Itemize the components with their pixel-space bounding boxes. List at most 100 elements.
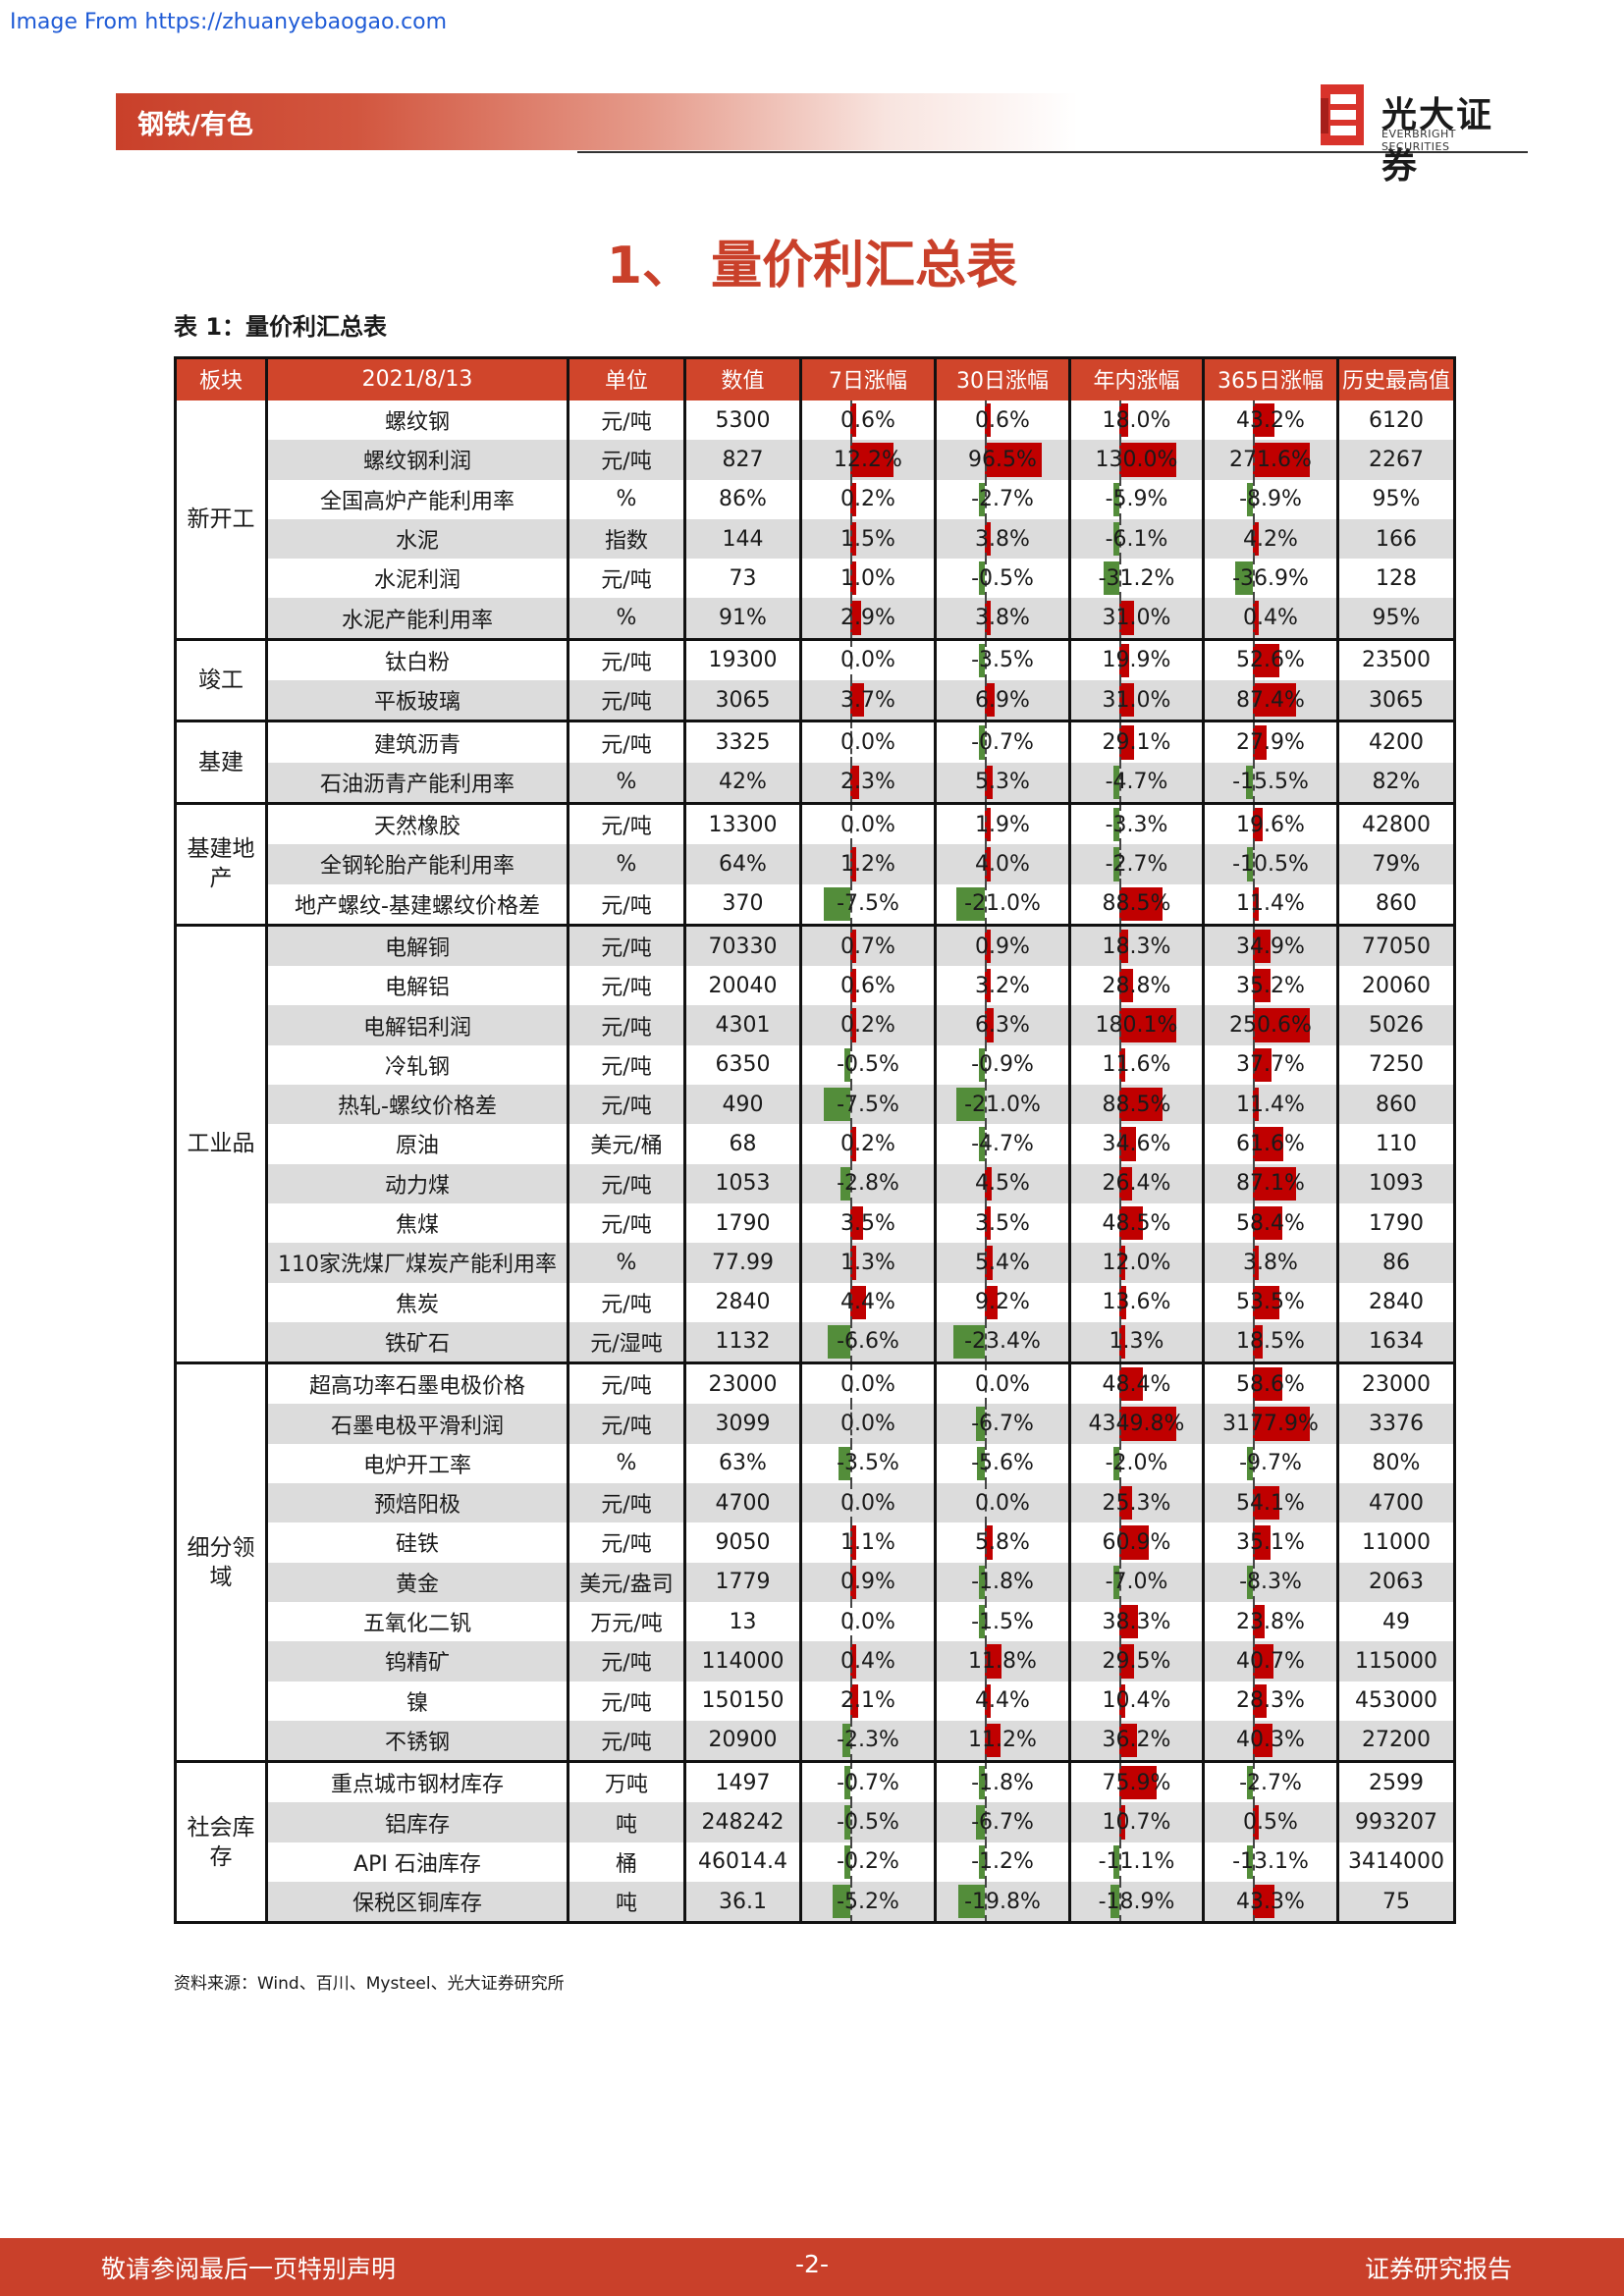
positive-change-bar	[1118, 1047, 1125, 1083]
historical-high-cell: 95%	[1336, 479, 1456, 519]
change-30d-cell: -1.5%	[934, 1601, 1071, 1642]
change-percent: 4.5%	[975, 1171, 1030, 1197]
historical-high-cell: 128	[1336, 559, 1456, 599]
change-30d-cell: 11.2%	[934, 1720, 1071, 1764]
header-value: 数值	[683, 356, 802, 400]
change-365d-cell: 87.1%	[1202, 1163, 1339, 1203]
negative-change-bar	[842, 1723, 851, 1758]
zero-axis-line	[850, 1522, 853, 1563]
zero-axis-line	[850, 926, 853, 967]
change-percent: 3.5%	[975, 1210, 1030, 1236]
positive-change-bar	[1118, 1805, 1125, 1840]
positive-change-bar	[1253, 683, 1296, 718]
value-cell: 4700	[683, 1483, 802, 1523]
header-date: 2021/8/13	[265, 356, 569, 400]
unit-cell: %	[567, 479, 686, 519]
zero-axis-line	[850, 640, 853, 681]
table-row: 水泥 指数 144 1.5% 3.8% -6.1% 4.2% 166	[176, 518, 1456, 560]
positive-change-bar	[1118, 1088, 1164, 1122]
change-30d-cell: -23.4%	[934, 1321, 1071, 1365]
zero-axis-line	[1118, 1522, 1121, 1563]
positive-change-bar	[1118, 643, 1129, 678]
change-percent: -21.0%	[964, 1092, 1041, 1117]
positive-change-bar	[1253, 969, 1271, 1003]
value-cell: 91%	[683, 598, 802, 641]
change-365d-cell: 34.9%	[1202, 925, 1339, 967]
change-ytd-cell: 29.1%	[1068, 721, 1205, 763]
positive-change-bar	[1253, 725, 1268, 760]
table-row: 焦炭 元/吨 2840 4.4% 9.2% 13.6% 53.5% 2840	[176, 1282, 1456, 1322]
positive-change-bar	[850, 1127, 857, 1161]
positive-change-bar	[985, 847, 992, 881]
table-row: 石油沥青产能利用率% 42% 2.3% 5.3% -4.7% -15.5% 82%	[176, 762, 1456, 805]
change-7d-cell: 2.3%	[799, 762, 937, 805]
zero-axis-line	[1253, 1243, 1256, 1283]
change-percent: 0.2%	[840, 1131, 895, 1156]
zero-axis-line	[1253, 966, 1256, 1006]
change-percent: 38.3%	[1102, 1609, 1171, 1634]
unit-cell: 元/吨	[567, 803, 686, 845]
change-percent: 0.0%	[840, 1412, 895, 1437]
positive-change-bar	[985, 1683, 992, 1718]
unit-cell: 指数	[567, 518, 686, 560]
change-7d-cell: -7.5%	[799, 1085, 937, 1125]
logo-cn-text: 光大证券	[1381, 95, 1494, 187]
unit-cell: 元/吨	[567, 1044, 686, 1086]
change-ytd-cell: -2.0%	[1068, 1443, 1205, 1484]
zero-axis-line	[985, 1720, 988, 1759]
table-row: 石墨电极平滑利润 元/吨 3099 0.0% -6.7% 4349.8% 3177.9% 33…	[176, 1404, 1456, 1444]
positive-change-bar	[1118, 886, 1164, 921]
change-percent: 250.6%	[1229, 1013, 1312, 1039]
positive-change-bar	[850, 1525, 857, 1560]
change-percent: 19.6%	[1236, 812, 1305, 837]
historical-high-cell: 79%	[1336, 844, 1456, 884]
change-percent: 31.0%	[1102, 687, 1171, 713]
change-365d-cell: 35.2%	[1202, 966, 1339, 1006]
unit-cell: %	[567, 1443, 686, 1484]
zero-axis-line	[985, 1005, 988, 1045]
change-percent: 0.6%	[840, 973, 895, 998]
positive-change-bar	[985, 443, 1043, 477]
table-row: 基建 建筑沥青 元/吨 3325 0.0% -0.7% 29.1% 27.9% 4200	[174, 721, 1456, 805]
change-365d-cell: -2.7%	[1202, 1761, 1339, 1803]
change-7d-cell: 0.0%	[799, 721, 937, 763]
table-caption: 表 1：量价利汇总表	[174, 313, 388, 341]
positive-change-bar	[1253, 1127, 1284, 1161]
positive-change-bar	[850, 403, 857, 438]
zero-axis-line	[1253, 1202, 1256, 1244]
change-7d-cell: 0.0%	[799, 803, 937, 845]
item-name-cell: 焦煤	[265, 1202, 569, 1244]
change-percent: 12.2%	[834, 447, 902, 472]
unit-cell: 元/吨	[567, 1404, 686, 1444]
change-365d-cell: 58.4%	[1202, 1202, 1339, 1244]
item-name-cell: 地产螺纹-基建螺纹价格差	[265, 883, 569, 927]
change-percent: -5.9%	[1105, 487, 1168, 512]
positive-change-bar	[1253, 1644, 1273, 1679]
footer-report-type: 证券研究报告	[1364, 2255, 1512, 2283]
change-percent: 18.5%	[1236, 1329, 1305, 1355]
change-percent: 75.9%	[1102, 1770, 1171, 1795]
zero-axis-line	[850, 1163, 853, 1203]
zero-axis-line	[1253, 883, 1256, 923]
change-30d-cell: 3.5%	[934, 1202, 1071, 1244]
table-row: 铁矿石 元/湿吨 1132 -6.6% -23.4% 1.3% 18.5% 1634	[176, 1321, 1456, 1365]
change-percent: -0.9%	[971, 1052, 1034, 1078]
source-link[interactable]: Image From https://zhuanyebaogao.com	[10, 10, 448, 34]
item-name-cell: 黄金	[265, 1562, 569, 1602]
unit-cell: 吨	[567, 1881, 686, 1925]
change-7d-cell: 0.0%	[799, 1483, 937, 1523]
positive-change-bar	[850, 683, 864, 718]
zero-axis-line	[1253, 1720, 1256, 1759]
zero-axis-line	[1118, 1124, 1121, 1164]
change-7d-cell: 0.2%	[799, 479, 937, 519]
positive-change-bar	[985, 1166, 992, 1201]
zero-axis-line	[850, 1601, 853, 1642]
change-percent: 130.0%	[1095, 447, 1178, 472]
change-30d-cell: -0.9%	[934, 1044, 1071, 1086]
change-percent: -3.3%	[1105, 812, 1168, 837]
positive-change-bar	[850, 847, 857, 881]
zero-axis-line	[1118, 1364, 1121, 1405]
header-historical-high: 历史最高值	[1336, 356, 1456, 400]
change-30d-cell: 4.5%	[934, 1163, 1071, 1203]
historical-high-cell: 4200	[1336, 721, 1456, 763]
